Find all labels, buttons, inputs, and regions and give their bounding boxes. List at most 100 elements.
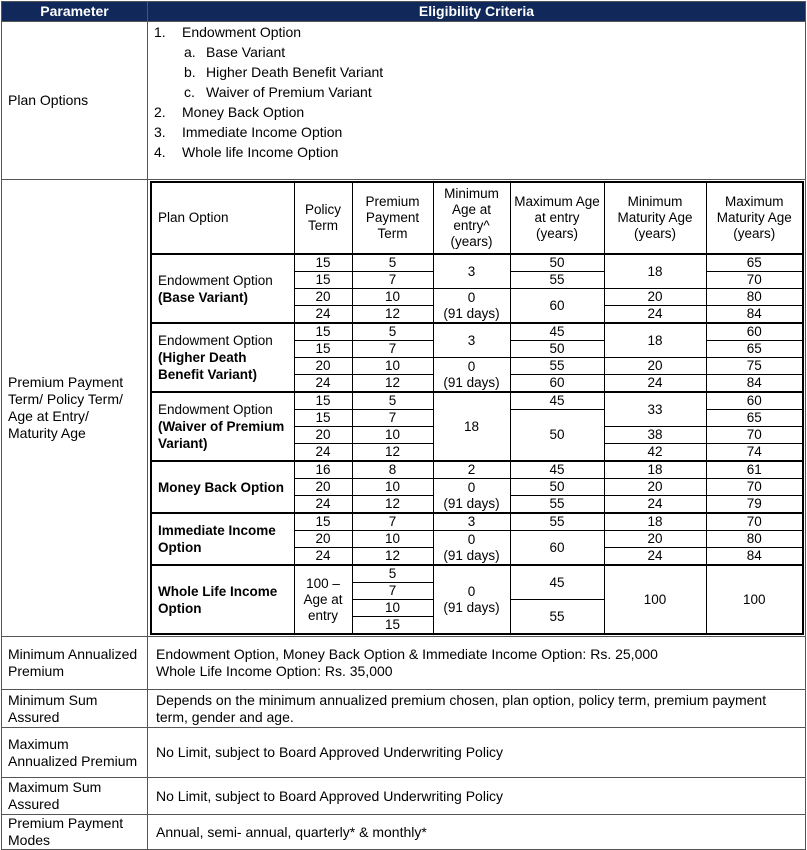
value-cell: 55: [509, 271, 605, 289]
value-cell: 60: [509, 530, 605, 566]
item-number: 1.: [154, 23, 166, 40]
criteria-cell: Depends on the minimum annualized premiu…: [147, 689, 806, 728]
value-cell: 0 (91 days): [432, 478, 511, 514]
plan-row: 24 12 24 84: [151, 547, 804, 566]
row-label: Minimum Annualized Premium: [1, 636, 148, 690]
plan-row: Endowment Option (Base Variant) 15 5 3 50 18 65: [150, 253, 804, 324]
value-cell: 24: [603, 305, 707, 324]
value-cell: 15: [293, 340, 353, 358]
value-cell: 12: [351, 305, 434, 324]
value-cell: 24: [603, 547, 707, 566]
value-cell: 24: [603, 374, 707, 393]
criteria-row: Maximum Sum Assured No Limit, subject to …: [1, 777, 806, 815]
value-cell: 80: [705, 530, 804, 548]
row-label: Minimum Sum Assured: [1, 689, 148, 728]
value-cell: 15: [351, 616, 434, 635]
value-cell: 45: [509, 391, 605, 410]
value-cell: 20: [603, 530, 707, 548]
value-cell: 84: [705, 305, 804, 324]
value-cell: 3: [432, 253, 511, 289]
item-number: 2.: [154, 103, 166, 120]
plan-row: 10 55: [151, 599, 803, 635]
value-cell: 24: [603, 495, 707, 514]
plan-name-variant: (Higher Death Benefit Variant): [158, 350, 258, 382]
value-cell: 3: [432, 512, 511, 531]
plan-row: Whole Life Income Option 100 – Age at ent…: [150, 564, 804, 635]
plan-row: 24 12 55 24 79: [151, 495, 804, 514]
value-cell: 24: [293, 495, 353, 514]
plan-row: 20 10 0 (91 days) 60 20 80: [151, 288, 804, 324]
value-cell: 65: [705, 253, 804, 272]
plan-name-text: Endowment Option: [158, 402, 273, 417]
criteria-row: Maximum Annualized Premium No Limit, subj…: [1, 727, 806, 778]
plan-options-row: Plan Options 1. Endowment Option a. Base Va…: [1, 21, 806, 180]
value-cell: 60: [509, 288, 605, 324]
value-cell: 0 (91 days): [432, 564, 511, 635]
value-cell: 7: [351, 512, 434, 531]
value-cell: 55: [509, 512, 605, 531]
value-cell: 55: [509, 599, 605, 635]
column-header: Maximum Age at entry (years): [509, 181, 605, 255]
value-cell: 3: [432, 322, 511, 358]
value-cell: 10: [351, 530, 434, 548]
value-cell: 0 (91 days): [432, 288, 511, 324]
criteria-cell: No Limit, subject to Board Approved Unde…: [147, 727, 806, 778]
value-cell: 50: [509, 340, 605, 358]
item-number: 4.: [154, 143, 166, 160]
plan-row: 15 7 50 65: [151, 340, 804, 358]
value-cell: 45: [509, 460, 605, 479]
plan-options-list: 1. Endowment Option a. Base Variant b. Higher…: [147, 21, 806, 180]
criteria-text: No Limit, subject to Board Approved Unde…: [156, 787, 504, 804]
value-cell: 10: [351, 357, 434, 375]
value-cell: 20: [603, 478, 707, 496]
header-row: Parameter Eligibility Criteria: [1, 1, 806, 22]
value-cell: 20: [603, 288, 707, 306]
list-item: 2. Money Back Option: [154, 102, 799, 122]
plan-name-variant: Whole Life Income Option: [158, 583, 278, 616]
header-cell: Parameter: [1, 1, 148, 22]
value-cell: 70: [705, 426, 804, 444]
value-cell: 60: [705, 322, 804, 341]
item-text: Waiver of Premium Variant: [206, 83, 372, 100]
item-text: Higher Death Benefit Variant: [206, 63, 384, 80]
item-text: Money Back Option: [182, 103, 305, 120]
plan-name-variant: Money Back Option: [158, 479, 285, 495]
plan-row: 24 12 42 74: [151, 443, 804, 462]
criteria-cell: Annual, semi- annual, quarterly* & month…: [147, 814, 806, 850]
column-header: Minimum Age at entry^ (years): [432, 181, 511, 255]
row-label: Maximum Sum Assured: [1, 777, 148, 815]
plan-group: Endowment Option (Waiver of Premium Varia…: [150, 391, 804, 462]
value-cell: 24: [293, 547, 353, 566]
value-cell: 18: [603, 460, 707, 479]
value-cell: 2: [432, 460, 511, 479]
value-cell: 65: [705, 340, 804, 358]
value-cell: 12: [351, 443, 434, 462]
row-label: Plan Options: [1, 21, 148, 180]
column-header: Plan Option: [150, 181, 295, 255]
column-header: Policy Term: [293, 181, 353, 255]
plan-name: Whole Life Income Option: [150, 564, 295, 635]
value-cell: 100 – Age at entry: [293, 564, 353, 635]
plan-row: 20 10 0 (91 days) 60 20 80: [151, 530, 804, 566]
item-text: Base Variant: [206, 43, 286, 60]
value-cell: 60: [705, 391, 804, 410]
terms-header-row: Plan Option Policy Term Premium Payment Te…: [150, 181, 804, 255]
value-cell: 33: [603, 391, 707, 427]
value-cell: 100: [603, 564, 707, 635]
value-cell: 12: [351, 374, 434, 393]
value-cell: 20: [293, 357, 353, 375]
value-cell: 80: [705, 288, 804, 306]
value-cell: 0 (91 days): [432, 530, 511, 566]
plan-group: Money Back Option 16 8 2 45 18 61 20 10 0 (91 day…: [150, 460, 804, 514]
plan-name-text: Endowment Option: [158, 272, 273, 288]
value-cell: 16: [293, 460, 353, 479]
value-cell: 20: [293, 426, 353, 444]
item-number: c.: [184, 83, 195, 100]
item-number: a.: [184, 43, 196, 60]
value-cell: 70: [705, 478, 804, 496]
plan-row: 15 7 50 65: [151, 409, 804, 462]
item-text: Whole life Income Option: [182, 143, 339, 160]
value-cell: 55: [509, 495, 605, 514]
value-cell: 5: [351, 391, 434, 410]
